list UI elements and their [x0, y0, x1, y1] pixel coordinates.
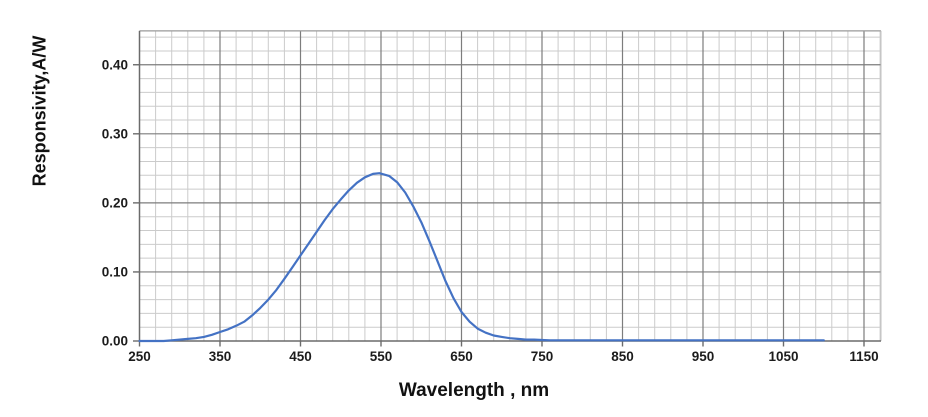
y-tick-label: 0.00 [101, 333, 128, 349]
y-tick-label: 0.30 [101, 126, 128, 142]
x-tick-label: 1150 [849, 349, 879, 364]
x-tick-label: 550 [369, 349, 393, 364]
x-tick-label: 650 [450, 349, 473, 364]
x-tick-label: 350 [208, 349, 232, 364]
y-tick-label: 0.10 [101, 264, 128, 280]
y-tick-label: 0.40 [101, 57, 128, 73]
x-tick-label: 250 [128, 349, 151, 364]
y-axis-title: Responsivity,A/W [29, 35, 50, 187]
x-tick-label: 850 [611, 349, 634, 364]
y-tick-label: 0.20 [101, 195, 128, 211]
responsivity-curve [138, 172, 825, 343]
x-tick-label: 1050 [768, 349, 799, 364]
x-tick-label: 950 [691, 349, 715, 364]
x-tick-label: 750 [530, 349, 554, 364]
x-axis-title: Wavelength , nm [398, 380, 550, 401]
x-tick-label: 450 [289, 349, 312, 364]
